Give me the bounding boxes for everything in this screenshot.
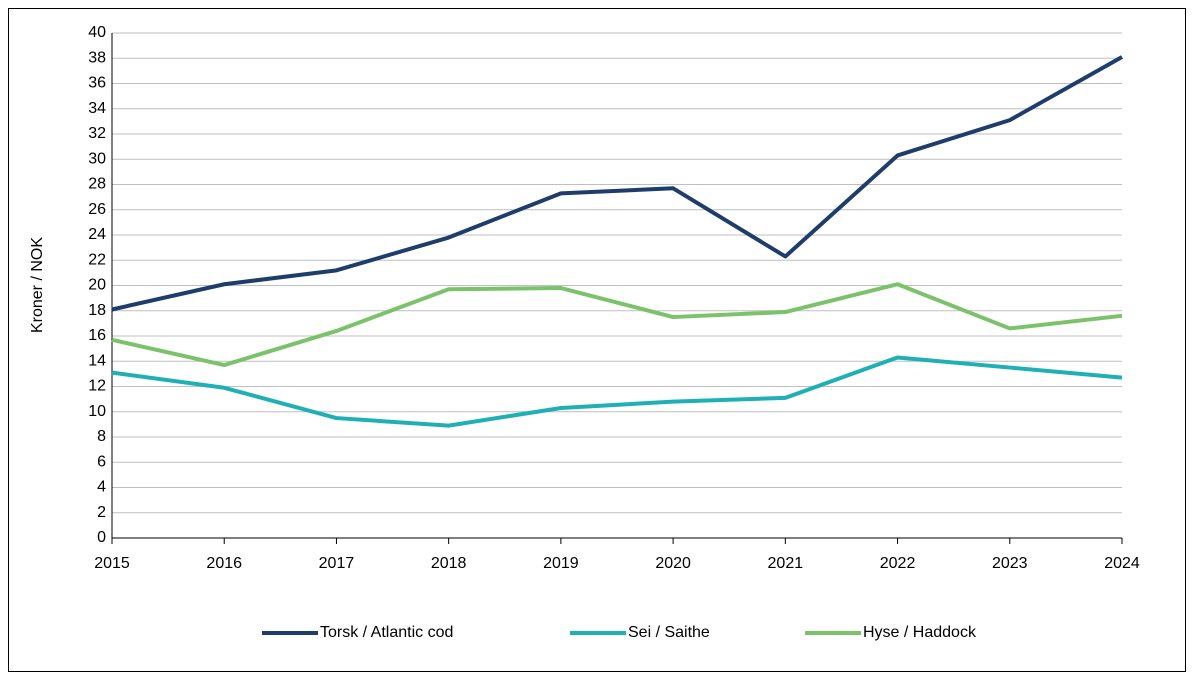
x-tick-label: 2022 xyxy=(880,555,916,572)
y-tick-label: 22 xyxy=(88,251,106,268)
series-line xyxy=(111,282,1123,368)
x-tick-label: 2016 xyxy=(206,555,242,572)
y-tick-label: 2 xyxy=(97,504,106,521)
y-tick-label: 0 xyxy=(97,529,106,546)
legend-label: Hyse / Haddock xyxy=(863,624,977,641)
y-tick-label: 26 xyxy=(88,201,106,218)
legend-label: Torsk / Atlantic cod xyxy=(320,624,453,641)
y-tick-label: 40 xyxy=(88,24,106,41)
y-tick-label: 12 xyxy=(88,378,106,395)
y-tick-label: 36 xyxy=(88,75,106,92)
y-tick-label: 18 xyxy=(88,302,106,319)
x-tick-label: 2023 xyxy=(992,555,1028,572)
y-tick-label: 32 xyxy=(88,125,106,142)
chart-border xyxy=(8,8,1186,672)
x-tick-label: 2017 xyxy=(319,555,355,572)
y-tick-label: 16 xyxy=(88,327,106,344)
y-tick-label: 38 xyxy=(88,49,106,66)
x-tick-label: 2021 xyxy=(768,555,804,572)
y-axis-label: Kroner / NOK xyxy=(29,237,46,333)
y-tick-label: 14 xyxy=(88,352,106,369)
y-tick-label: 10 xyxy=(88,403,106,420)
y-tick-label: 34 xyxy=(88,100,106,117)
y-tick-label: 30 xyxy=(88,150,106,167)
x-tick-label: 2018 xyxy=(431,555,467,572)
y-tick-label: 24 xyxy=(88,226,106,243)
x-tick-label: 2020 xyxy=(655,555,691,572)
y-tick-label: 4 xyxy=(97,479,106,496)
x-tick-label: 2024 xyxy=(1104,555,1140,572)
x-tick-label: 2015 xyxy=(94,555,130,572)
y-tick-label: 6 xyxy=(97,453,106,470)
y-tick-label: 8 xyxy=(97,428,106,445)
series-line xyxy=(111,55,1123,312)
x-tick-label: 2019 xyxy=(543,555,579,572)
y-tick-label: 20 xyxy=(88,277,106,294)
y-tick-label: 28 xyxy=(88,176,106,193)
series-line xyxy=(111,355,1123,428)
legend-label: Sei / Saithe xyxy=(628,624,710,641)
